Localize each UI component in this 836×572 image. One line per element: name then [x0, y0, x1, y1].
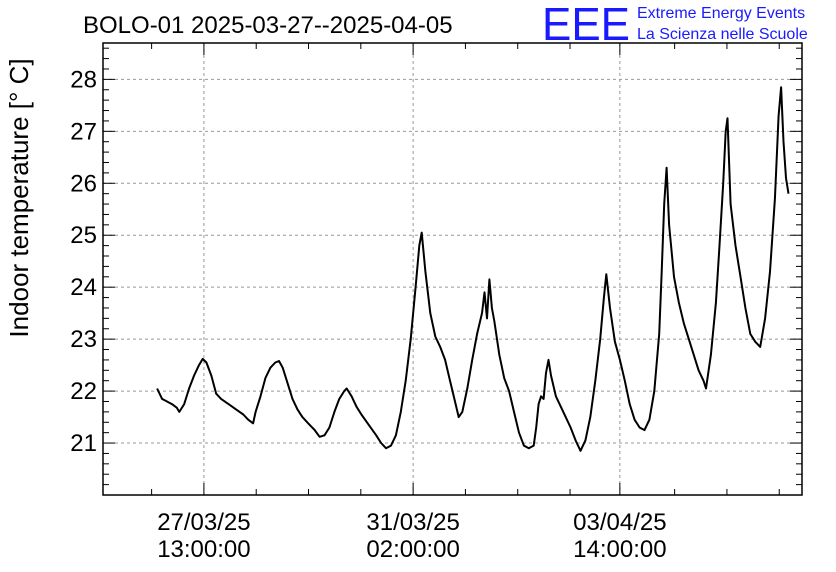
eee-logo: EEE Extreme Energy Events La Scienza nel… [542, 0, 808, 50]
y-tick-label: 23 [70, 326, 97, 353]
series-group [156, 86, 790, 452]
y-axis-label: Indoor temperature [° C] [4, 58, 34, 337]
chart-title: BOLO-01 2025-03-27--2025-04-05 [83, 12, 453, 39]
y-tick-label: 25 [70, 222, 97, 249]
brand-line-2: La Scienza nelle Scuole [637, 26, 808, 43]
x-tick-time: 02:00:00 [366, 536, 459, 563]
x-tick-time: 14:00:00 [573, 536, 666, 563]
y-tick-label: 22 [70, 378, 97, 405]
x-tick-date: 27/03/25 [157, 509, 250, 536]
y-tick-label: 27 [70, 118, 97, 145]
y-tick-label: 28 [70, 66, 97, 93]
x-tick-date: 03/04/25 [573, 509, 666, 536]
brand-line-1: Extreme Energy Events [637, 5, 805, 22]
series-line-indoor-temperature [156, 86, 790, 452]
y-tick-label: 26 [70, 170, 97, 197]
y-tick-label: 24 [70, 274, 97, 301]
y-tick-labels: 21 22 23 24 25 26 27 28 [70, 66, 97, 457]
axes [102, 42, 803, 496]
x-tick-date: 31/03/25 [366, 509, 459, 536]
grid [103, 43, 802, 495]
y-tick-label: 21 [70, 430, 97, 457]
plot-frame [102, 42, 803, 496]
eee-logo-letters: EEE [542, 0, 630, 50]
axis-ticks [103, 43, 802, 495]
x-tick-time: 13:00:00 [157, 536, 250, 563]
